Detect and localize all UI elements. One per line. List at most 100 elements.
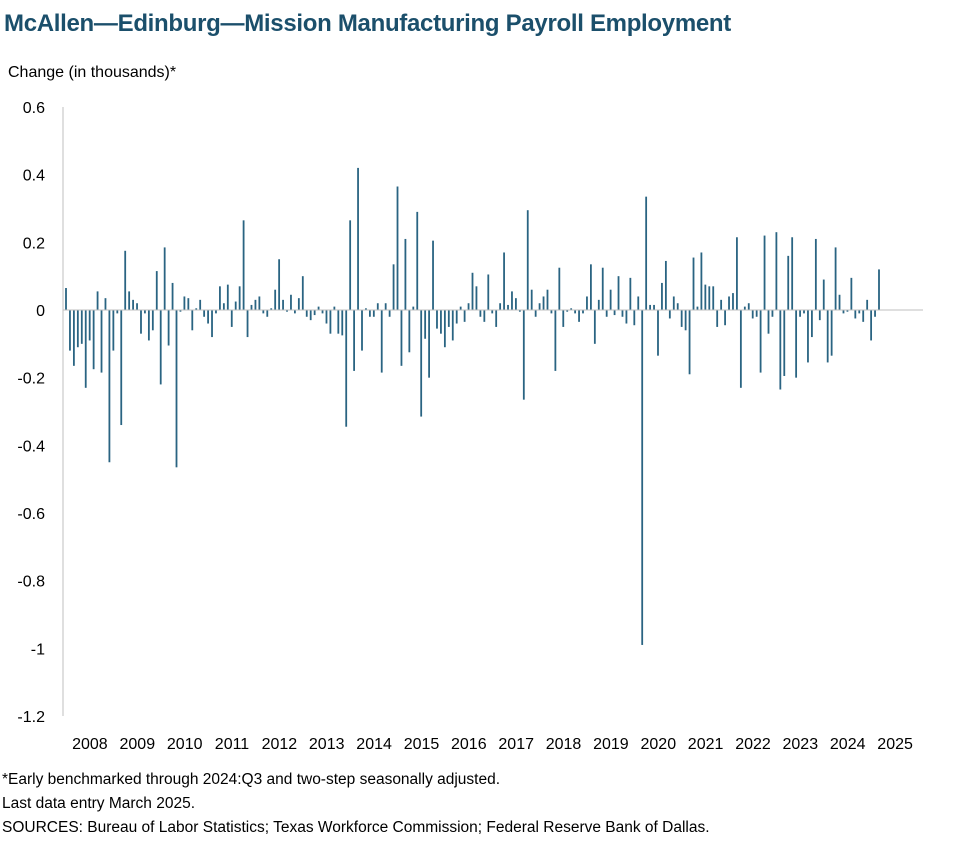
bar — [570, 308, 573, 310]
y-tick-label: 0.6 — [23, 100, 45, 117]
bar — [128, 291, 131, 310]
bar — [874, 310, 876, 317]
bar — [455, 310, 458, 324]
bar — [254, 299, 257, 310]
x-tick-label: 2013 — [309, 736, 345, 753]
bar — [321, 310, 324, 314]
bar — [511, 291, 513, 310]
bar — [353, 310, 355, 371]
y-tick-label: -1.2 — [17, 709, 45, 726]
bar — [349, 220, 352, 310]
bar — [783, 310, 786, 376]
bar — [672, 296, 675, 310]
bar — [854, 310, 857, 319]
bar — [266, 310, 269, 317]
bar — [163, 247, 166, 310]
x-tick-label: 2020 — [641, 736, 677, 753]
bar — [250, 304, 253, 310]
bar — [807, 310, 809, 363]
bar — [203, 310, 206, 317]
bar — [380, 310, 383, 373]
bar — [368, 310, 371, 317]
bar — [696, 306, 699, 310]
bar — [582, 310, 584, 314]
bar — [234, 301, 237, 310]
bar — [136, 303, 138, 310]
bar — [96, 291, 99, 310]
bar — [747, 303, 750, 310]
bar-chart: 0.60.40.20-0.2-0.4-0.6-0.8-1-1.2 2008 200… — [17, 100, 923, 753]
bar — [226, 284, 229, 311]
bar — [736, 237, 738, 310]
bar — [818, 310, 821, 321]
bar — [692, 257, 695, 310]
y-tick-label: 0 — [36, 303, 45, 320]
bar — [657, 310, 659, 356]
bar — [195, 308, 198, 310]
bar — [412, 306, 415, 310]
bar — [546, 289, 549, 310]
bar — [811, 310, 813, 338]
bar — [799, 310, 801, 317]
bar — [88, 310, 91, 341]
x-tick-label: 2011 — [215, 736, 250, 753]
bar — [499, 303, 502, 310]
footnote-last-entry: Last data entry March 2025. — [2, 795, 196, 812]
bar — [834, 247, 837, 310]
bar — [590, 264, 592, 310]
bar — [467, 303, 470, 310]
bar — [361, 310, 363, 351]
bar — [274, 289, 277, 310]
bar — [680, 310, 683, 327]
bar — [814, 238, 817, 310]
bar — [507, 304, 509, 310]
bar — [601, 267, 604, 310]
bar — [779, 310, 782, 390]
y-tick-label: -0.2 — [17, 371, 45, 388]
bar — [155, 271, 158, 310]
bar — [392, 264, 395, 310]
bar — [743, 306, 746, 310]
bar — [384, 303, 387, 310]
bar — [613, 310, 616, 316]
footnote-benchmark: *Early benchmarked through 2024:Q3 and t… — [2, 771, 501, 788]
bar — [112, 310, 115, 351]
bar — [120, 310, 123, 426]
bar — [151, 310, 154, 331]
bar — [183, 296, 186, 310]
bar — [878, 269, 880, 310]
bar — [372, 310, 375, 317]
chart-title: McAllen—Edinburg—Mission Manufacturing P… — [4, 10, 731, 37]
x-tick-label: 2010 — [167, 736, 203, 753]
bar — [617, 276, 620, 310]
bar — [522, 310, 525, 400]
bar — [661, 282, 663, 310]
bar — [222, 303, 225, 310]
bar — [124, 250, 127, 310]
y-axis-label: Change (in thousands)* — [8, 64, 177, 81]
y-tick-label: 0.2 — [23, 235, 45, 252]
bar — [763, 235, 766, 310]
x-tick-label: 2012 — [262, 736, 298, 753]
bar — [842, 310, 845, 314]
bar — [629, 277, 632, 310]
bar — [147, 310, 150, 341]
bar — [791, 237, 794, 310]
x-tick-label: 2015 — [404, 736, 440, 753]
bar — [100, 310, 103, 373]
bar — [69, 310, 71, 351]
bar — [475, 286, 478, 310]
bar — [751, 310, 754, 319]
bar — [574, 310, 577, 314]
bar — [716, 310, 719, 327]
bar — [65, 288, 67, 310]
y-tick-label: 0.4 — [23, 168, 45, 185]
x-tick-label: 2014 — [356, 736, 392, 753]
bar — [108, 310, 111, 463]
bar — [578, 310, 580, 322]
bar — [132, 299, 134, 310]
bar — [388, 310, 391, 317]
bar — [653, 304, 655, 310]
bar — [376, 303, 379, 310]
x-tick-label: 2022 — [735, 736, 771, 753]
